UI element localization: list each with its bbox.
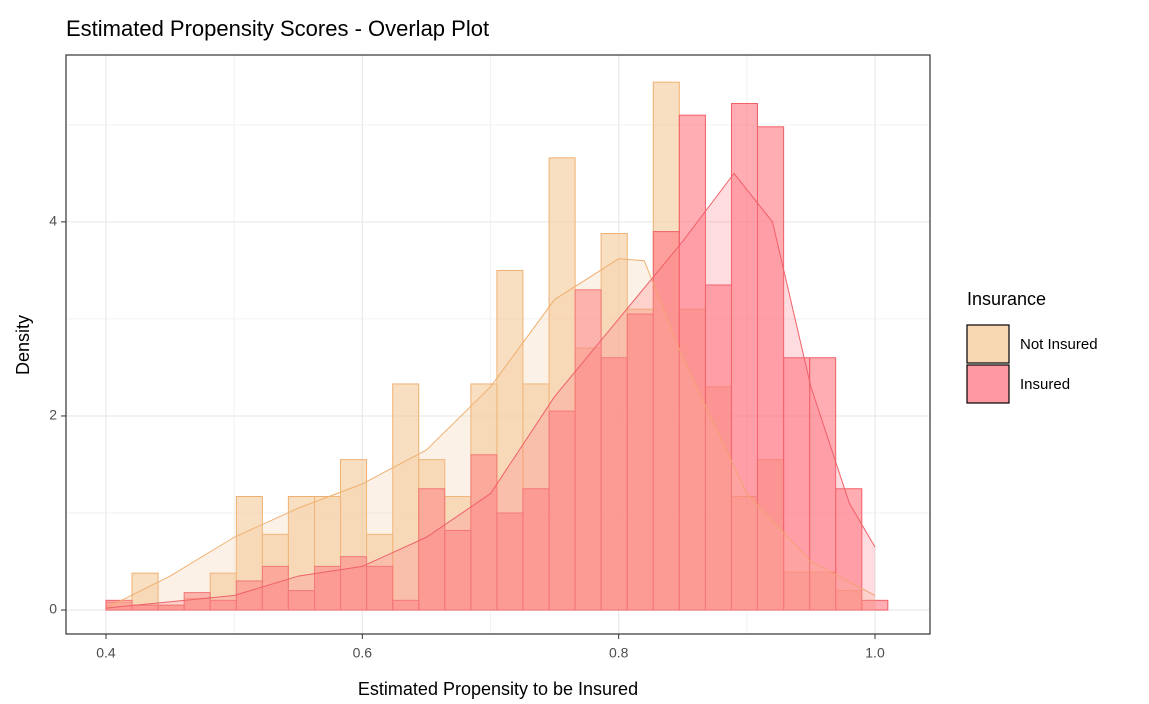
histogram-bar — [470, 454, 498, 611]
histogram-bar — [756, 126, 785, 611]
legend-label: Not Insured — [1020, 336, 1098, 353]
histogram-bar — [366, 565, 394, 611]
y-tick-label: 2 — [49, 407, 57, 423]
y-axis-label: Density — [13, 315, 33, 375]
x-tick-label: 1.0 — [865, 645, 885, 661]
histogram-bar — [678, 114, 706, 611]
histogram-bar — [261, 565, 289, 611]
density-area — [105, 173, 876, 611]
legend-title: Insurance — [967, 289, 1046, 309]
histogram-bar — [730, 103, 758, 611]
histogram-bar — [496, 512, 524, 611]
x-axis-label: Estimated Propensity to be Insured — [358, 679, 638, 699]
histogram-bar — [574, 289, 602, 611]
legend-key — [966, 364, 1010, 404]
histogram-bar — [600, 357, 628, 611]
panel-border — [65, 54, 931, 635]
histogram-bar — [522, 488, 550, 611]
histogram-bar — [314, 565, 342, 611]
histogram-bar — [626, 313, 654, 611]
density-line — [105, 258, 876, 609]
y-tick-label: 4 — [49, 213, 57, 229]
y-tick-label: 0 — [49, 601, 57, 617]
histogram-bar — [783, 357, 811, 611]
x-tick-label: 0.6 — [353, 645, 373, 661]
density-line — [105, 172, 876, 609]
x-tick-label: 0.8 — [609, 645, 629, 661]
histogram-bar — [835, 488, 863, 611]
histogram-bar — [418, 488, 446, 611]
legend-label: Insured — [1020, 376, 1070, 393]
legend-key — [966, 324, 1010, 364]
density-area — [105, 258, 876, 611]
histogram-bar — [861, 599, 889, 611]
x-tick-label: 0.4 — [96, 645, 116, 661]
histogram-bar — [340, 556, 368, 611]
chart-title: Estimated Propensity Scores - Overlap Pl… — [66, 16, 489, 41]
